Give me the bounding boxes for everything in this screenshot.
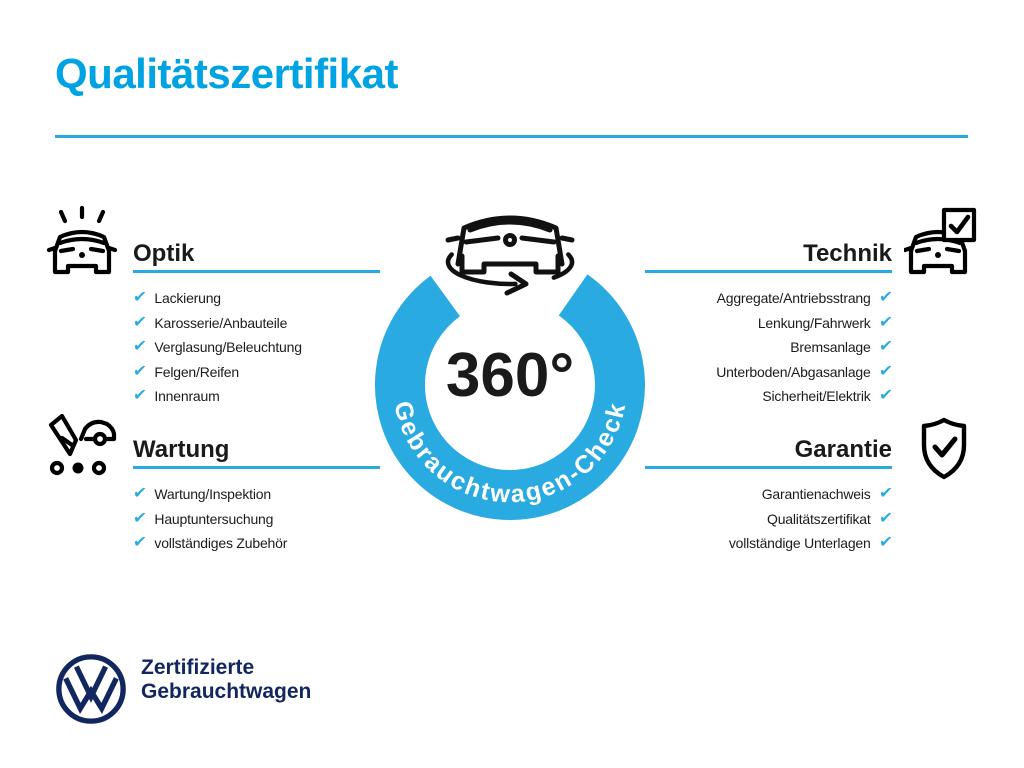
vw-logo [56,654,126,724]
check-icon: ✔ [877,313,893,331]
section-technik-title: Technik [803,240,892,267]
list-item: ✔ Verglasung/Beleuchtung [132,338,302,356]
list-item: Bremsanlage ✔ [790,338,893,356]
list-item: ✔ Hauptuntersuchung [132,509,274,527]
list-item: vollständige Unterlagen ✔ [728,534,893,552]
check-icon: ✔ [877,289,893,307]
brand-line1: Zertifizierte [141,656,255,679]
section-garantie-underline [645,466,892,469]
title-divider [55,135,968,138]
list-item: Lenkung/Fahrwerk ✔ [757,313,893,331]
check-icon: ✔ [877,509,893,527]
list-item: Unterboden/Abgasanlage ✔ [716,362,893,380]
section-wartung-list: ✔ Wartung/Inspektion ✔ Hauptuntersuchung ✔… [132,482,380,556]
check-icon: ✔ [132,289,148,307]
section-optik: Optik ✔ Lackierung ✔ Karosserie/Anbauteile… [132,240,380,409]
check-icon: ✔ [132,338,148,356]
section-garantie-title: Garantie [794,436,892,463]
badge-ring [374,274,645,520]
brand-wordmark: Zertifizierte Gebrauchtwagen [141,656,311,704]
section-optik-title: Optik [133,240,195,267]
section-technik-underline [645,270,892,273]
check-icon: ✔ [132,485,148,503]
check-icon: ✔ [877,338,893,356]
check-icon: ✔ [132,387,148,405]
pencil-car-checklist-icon [48,413,117,476]
list-item: Aggregate/Antriebsstrang ✔ [716,289,893,307]
list-item: ✔ vollständiges Zubehör [132,534,288,552]
shield-check-icon [921,417,967,480]
check-icon: ✔ [877,387,893,405]
brand-line2: Gebrauchtwagen [141,680,312,703]
page-title: Qualitätszertifikat [55,50,398,97]
section-wartung: Wartung ✔ Wartung/Inspektion ✔ Hauptunters… [132,436,380,556]
section-garantie: Garantie Garantienachweis ✔ Qualitätszert… [645,436,893,556]
list-item: ✔ Lackierung [132,289,221,307]
check-icon: ✔ [877,485,893,503]
list-item: ✔ Karosserie/Anbauteile [132,313,288,331]
sparkling-car-front-icon [46,205,118,275]
list-item: Qualitätszertifikat ✔ [767,509,893,527]
section-optik-underline [133,270,380,273]
check-icon: ✔ [132,362,148,380]
check-icon: ✔ [877,362,893,380]
list-item: ✔ Innenraum [132,387,220,405]
badge-value: 360° [446,341,574,410]
list-item: ✔ Wartung/Inspektion [132,485,271,503]
section-optik-list: ✔ Lackierung ✔ Karosserie/Anbauteile ✔ Verg… [132,286,380,409]
list-item: Garantienachweis ✔ [761,485,893,503]
badge-360: Gebrauchtwagen-Check 360° [374,215,645,520]
section-wartung-title: Wartung [133,436,230,463]
section-technik: Technik Aggregate/Antriebsstrang ✔ Lenkun… [645,240,893,409]
car-with-checkbox-icon [904,207,977,275]
check-icon: ✔ [877,534,893,552]
section-garantie-list: Garantienachweis ✔ Qualitätszertifikat ✔ v… [645,482,893,556]
check-icon: ✔ [132,534,148,552]
check-icon: ✔ [132,509,148,527]
check-icon: ✔ [132,313,148,331]
section-wartung-underline [133,466,380,469]
list-item: Sicherheit/Elektrik ✔ [762,387,893,405]
list-item: ✔ Felgen/Reifen [132,362,239,380]
section-technik-list: Aggregate/Antriebsstrang ✔ Lenkung/Fahrwe… [645,286,893,409]
rotating-car-icon [445,215,575,296]
